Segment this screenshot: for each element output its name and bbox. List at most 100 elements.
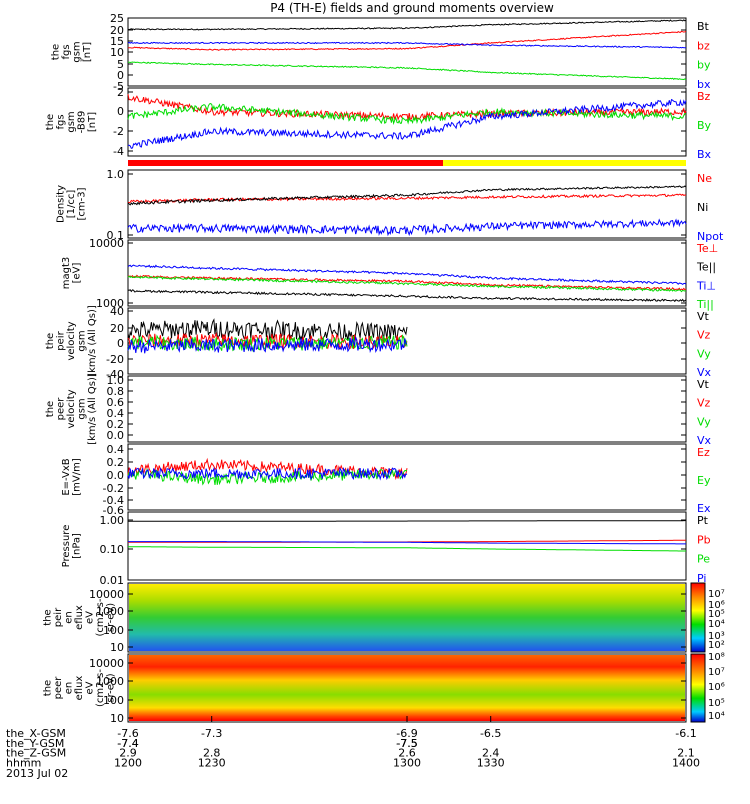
colorbar-tick-label: 10⁷ [708,589,725,600]
colorbar-tick-label: 10⁴ [708,711,725,722]
colorbar-tick-label: 10⁸ [708,652,725,663]
y-axis-label: sr-eV) [106,603,117,632]
y-axis-label: [nPa] [71,533,82,559]
y-tick-label: 20 [110,24,124,37]
y-tick-label: 0.6 [107,396,125,409]
y-tick-label: 0.8 [107,385,125,398]
y-tick-label: 100 [103,624,124,637]
x-row-label: the_X-GSM [6,727,66,740]
panel-frame-e-vxb [127,443,687,511]
y-axis-label: the [45,333,56,349]
x-tick-label: 1300 [393,756,421,769]
y-tick-label: 0.0 [107,429,125,442]
colorbar-tick-label: 10⁴ [708,619,725,630]
legend-Vz: Vz [697,397,711,410]
legend-Te⊥: Te⊥ [696,242,718,255]
series-line-Npot [127,218,687,237]
y-axis-label: [km/s (All Qs)] [87,373,98,445]
mode-bar-yellow [443,160,686,166]
y-axis-label: the [50,44,61,60]
series-line-Ex [127,466,408,481]
legend-bz: bz [697,39,710,52]
legend-bx: bx [697,78,711,91]
legend-By: By [697,119,712,132]
x-row-label: the_Y-GSM [6,737,64,750]
y-tick-label: 0.10 [100,543,125,556]
y-tick-label: -40 [106,368,124,381]
y-tick-label: -0.4 [103,494,124,507]
series-line-Ne [127,193,686,204]
y-axis-label: magt3 [61,257,72,290]
panel-frame-fgs-gsm-b89 [127,87,687,157]
y-axis-label: eV [85,611,96,624]
panel-frame-temperature [127,239,687,307]
y-axis-label: fgs [61,44,72,59]
x-tick-label: -7.6 [117,727,138,740]
y-axis-label: [1/cc] [66,190,77,219]
legend-Npot: Npot [697,230,724,243]
y-tick-label: -2 [113,125,124,138]
series-line-Bt [127,19,687,31]
y-tick-label: 0.2 [107,456,125,469]
y-tick-label: -0.2 [103,482,124,495]
y-axis-label: peer [56,397,67,421]
legend-Ne: Ne [697,172,712,185]
y-axis-label: velocity [66,321,77,360]
y-tick-label: 10 [110,712,124,725]
colorbar-tick-label: 10⁶ [708,600,725,611]
y-axis-label: the [43,680,54,696]
y-axis-label: the [45,114,56,130]
x-tick-label: 2.8 [203,747,221,760]
y-axis-label: velocity [66,389,77,428]
y-tick-label: 2 [117,86,124,99]
y-axis-label: gsm [71,41,82,62]
y-tick-label: 25 [110,12,124,25]
y-axis-label: gsm [77,398,88,419]
x-tick-label: 2.6 [398,747,416,760]
y-tick-label: 0.1 [107,229,125,242]
y-axis-label: peer [53,676,64,700]
y-axis-label: gsm [77,330,88,351]
legend-Pb: Pb [697,533,711,546]
y-axis-label: peir [53,607,64,627]
legend-Ez: Ez [697,446,710,459]
x-tick-label: -7.5 [396,737,417,750]
series-line-Ti⊥ [127,264,687,286]
y-tick-label: 10000 [89,237,124,250]
y-axis-label: the [43,609,54,625]
panel-frame-density [127,169,687,239]
heatmap-peer-en-eflux [129,655,685,721]
y-tick-label: 5 [117,58,124,71]
legend-Vx: Vx [697,434,712,447]
y-axis-label: Pressure [61,525,72,568]
legend-Ex: Ex [697,502,711,515]
series-line-Te⊥ [127,274,687,291]
series-line-Vt [127,318,408,342]
legend-Ti⊥: Ti⊥ [696,279,716,292]
legend-Pe: Pe [697,553,710,566]
x-tick-label: 1330 [477,756,505,769]
colorbar-tick-label: 10⁷ [708,667,725,678]
series-line-Bz [127,94,687,122]
x-tick-label: -6.1 [675,727,696,740]
colorbar-tick-label: 10⁵ [708,609,725,620]
y-tick-label: 1.0 [107,168,125,181]
x-tick-label: -7.4 [117,737,138,750]
series-line-bz [127,30,687,51]
legend-Te||: Te|| [696,261,716,274]
series-line-By [127,103,687,126]
y-axis-label: eflux [74,605,85,630]
x-tick-label: -6.5 [480,727,501,740]
series-line-bx [127,41,687,49]
y-axis-label: E=-VxB [61,458,72,495]
x-tick-label: -7.4 [117,737,138,750]
legend-Vt: Vt [697,310,710,323]
y-axis-label: sr-eV) [106,673,117,702]
colorbar-tick-label: 10³ [708,631,725,642]
y-tick-label: 0.0 [107,469,125,482]
series-line-Bx [127,98,687,149]
mode-bar-red [128,160,443,166]
series-line-Ti|| [127,275,687,293]
